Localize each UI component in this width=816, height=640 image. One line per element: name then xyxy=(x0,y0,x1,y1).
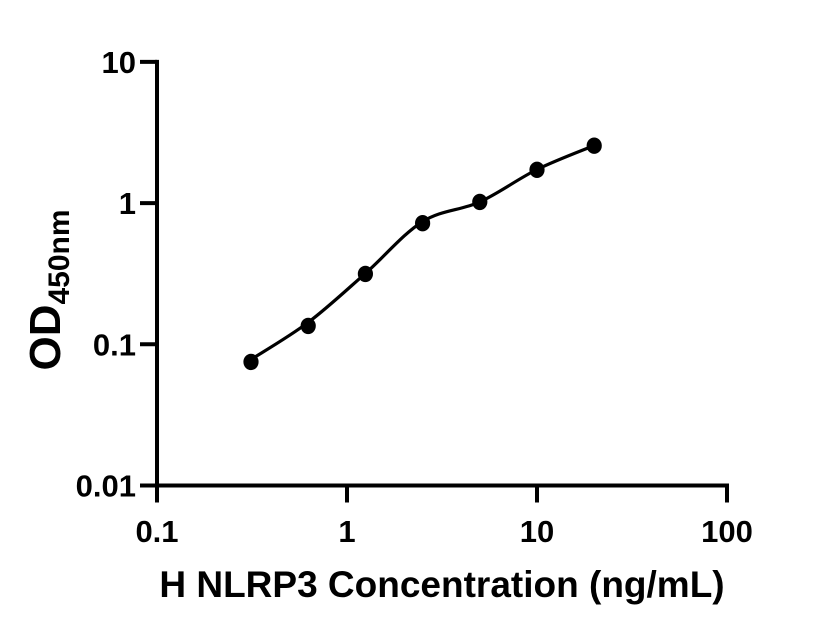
x-axis-title: H NLRP3 Concentration (ng/mL) xyxy=(159,564,724,605)
data-point xyxy=(300,317,316,335)
y-axis-title: OD450nm xyxy=(21,209,76,370)
axis-ticks xyxy=(140,59,729,503)
data-point xyxy=(586,137,602,154)
y-tick-label: 0.01 xyxy=(76,469,136,504)
data-point xyxy=(529,161,545,178)
data-point xyxy=(357,265,373,283)
data-points xyxy=(243,137,602,371)
x-tick-label: 100 xyxy=(701,514,753,549)
y-tick-label: 10 xyxy=(102,45,136,80)
y-tick-label: 1 xyxy=(119,186,136,221)
axis-tick-labels: 0.1 1 10 100 0.01 0.1 1 10 xyxy=(76,45,753,549)
y-axis-title-subscript: 450nm xyxy=(43,209,76,304)
x-tick-label: 1 xyxy=(338,514,355,549)
x-tick-label: 10 xyxy=(520,514,554,549)
axes xyxy=(140,59,729,503)
y-axis-title-main: OD xyxy=(21,305,70,371)
data-point xyxy=(472,193,488,211)
data-point xyxy=(243,353,259,371)
y-tick-label: 0.1 xyxy=(93,327,136,362)
x-tick-label: 0.1 xyxy=(135,514,178,549)
data-point xyxy=(415,215,431,232)
